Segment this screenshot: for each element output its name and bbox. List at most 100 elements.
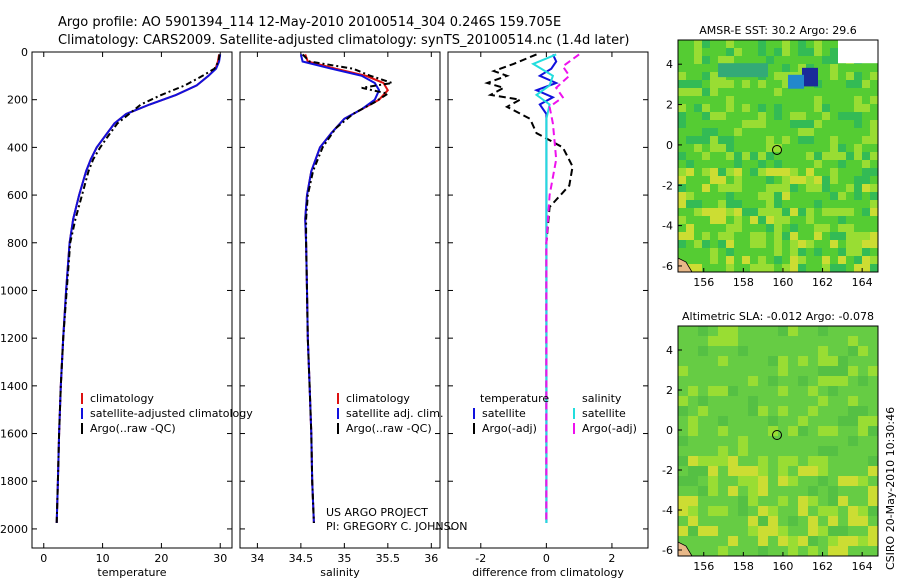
amsre_map-cell — [782, 136, 790, 144]
amsre_map-cell — [862, 176, 870, 184]
sla_map-cell — [798, 496, 808, 506]
sla_map-cell — [698, 346, 708, 356]
sla_map-cell — [828, 496, 838, 506]
amsre_map-cell — [790, 176, 798, 184]
amsre_map-cell — [798, 256, 806, 264]
amsre_map-cell — [726, 200, 734, 208]
sla_map-cell — [758, 526, 768, 536]
sla_map-cell — [798, 376, 808, 386]
temperature-ytick-label: 0 — [21, 46, 28, 59]
amsre_map-cell — [870, 184, 878, 192]
amsre_map-cell — [726, 168, 734, 176]
amsre_map-cell — [822, 104, 830, 112]
sla_map-cell — [848, 396, 858, 406]
footer-pi: PI: GREGORY C. JOHNSON — [326, 520, 467, 533]
amsre_map-cell — [758, 240, 766, 248]
difference-xtick-label: 2 — [608, 552, 615, 565]
sla_map-cell — [748, 486, 758, 496]
amsre_map-cell — [782, 232, 790, 240]
sla_map-cell — [808, 546, 818, 556]
amsre_map-cell — [854, 184, 862, 192]
sla_map-ytick-label: -2 — [662, 464, 673, 477]
amsre_map-cell — [846, 112, 854, 120]
sla_map-cell — [858, 536, 868, 546]
sla_map-cell — [688, 466, 698, 476]
amsre_map-cell — [766, 176, 774, 184]
amsre_map-cell — [702, 104, 710, 112]
sla_map-cell — [748, 526, 758, 536]
sla_map-cell — [788, 536, 798, 546]
sla_map-cell — [818, 376, 828, 386]
amsre_map-cell — [742, 256, 750, 264]
sla_map-cell — [718, 456, 728, 466]
sla_map-cell — [778, 406, 788, 416]
amsre_map-cell — [838, 264, 846, 272]
sla_map-cell — [868, 366, 878, 376]
amsre_map-cell — [870, 240, 878, 248]
sla_map-cell — [868, 416, 878, 426]
sla_map-cell — [708, 506, 718, 516]
amsre_map-cell — [790, 240, 798, 248]
amsre_map-cell — [798, 248, 806, 256]
sla_map-cell — [698, 526, 708, 536]
sla_map-cell — [708, 476, 718, 486]
amsre_map-cell — [694, 56, 702, 64]
amsre_map-ytick-label: 4 — [666, 58, 673, 71]
amsre_map-xtick-label: 162 — [812, 276, 833, 289]
amsre_map-cell — [830, 136, 838, 144]
amsre_map-cell — [694, 200, 702, 208]
amsre_map-cell — [790, 168, 798, 176]
sla_map-cell — [738, 476, 748, 486]
sla_map-cell — [868, 456, 878, 466]
amsre_map-cell — [718, 112, 726, 120]
amsre_map-cell — [718, 80, 726, 88]
amsre_map-cell — [686, 168, 694, 176]
amsre_map-cell — [774, 248, 782, 256]
sla_map-cell — [828, 526, 838, 536]
amsre_map-cell — [694, 144, 702, 152]
sla_map-cell — [868, 426, 878, 436]
sla_map-ytick-label: 2 — [666, 384, 673, 397]
amsre_map-cell — [718, 168, 726, 176]
sla_map-cell — [828, 356, 838, 366]
amsre_map-cell — [814, 96, 822, 104]
temperature-xtick-label: 0 — [40, 552, 47, 565]
amsre_map-cell — [718, 232, 726, 240]
amsre_map-cell — [766, 200, 774, 208]
amsre_map-cell — [774, 224, 782, 232]
amsre_map-cell — [718, 240, 726, 248]
amsre_map-cell — [774, 256, 782, 264]
sla_map-cell — [838, 496, 848, 506]
temperature-ytick-label: 1600 — [0, 428, 28, 441]
amsre_map-cell — [806, 128, 814, 136]
amsre_map-cell — [846, 152, 854, 160]
amsre_map-cell — [830, 176, 838, 184]
amsre_map-cell — [854, 104, 862, 112]
sla_map-cell — [798, 426, 808, 436]
sla_map-cell — [848, 536, 858, 546]
amsre_map-title: AMSR-E SST: 30.2 Argo: 29.6 — [699, 24, 857, 37]
amsre_map-cell — [798, 120, 806, 128]
amsre_map-cell — [710, 72, 718, 80]
sla_map-cell — [738, 496, 748, 506]
sla_map-cell — [868, 506, 878, 516]
sla_map-cell — [678, 526, 688, 536]
temperature-ytick-label: 400 — [7, 141, 28, 154]
sla_map-cell — [758, 456, 768, 466]
sla_map-cell — [678, 496, 688, 506]
sla_map-cell — [718, 416, 728, 426]
sla_map-cell — [758, 506, 768, 516]
amsre_map-cell — [830, 232, 838, 240]
amsre_map-cell — [870, 128, 878, 136]
amsre_map-cell — [830, 208, 838, 216]
sla_map-cell — [688, 506, 698, 516]
sla_map-cell — [868, 466, 878, 476]
amsre_map-cell — [726, 248, 734, 256]
amsre_map-cell — [702, 128, 710, 136]
sla_map-cell — [798, 466, 808, 476]
amsre_map-cell — [678, 184, 686, 192]
amsre_map-cell — [758, 160, 766, 168]
amsre_map-cell — [750, 152, 758, 160]
amsre_map-cell — [718, 144, 726, 152]
sla_map-cell — [818, 446, 828, 456]
